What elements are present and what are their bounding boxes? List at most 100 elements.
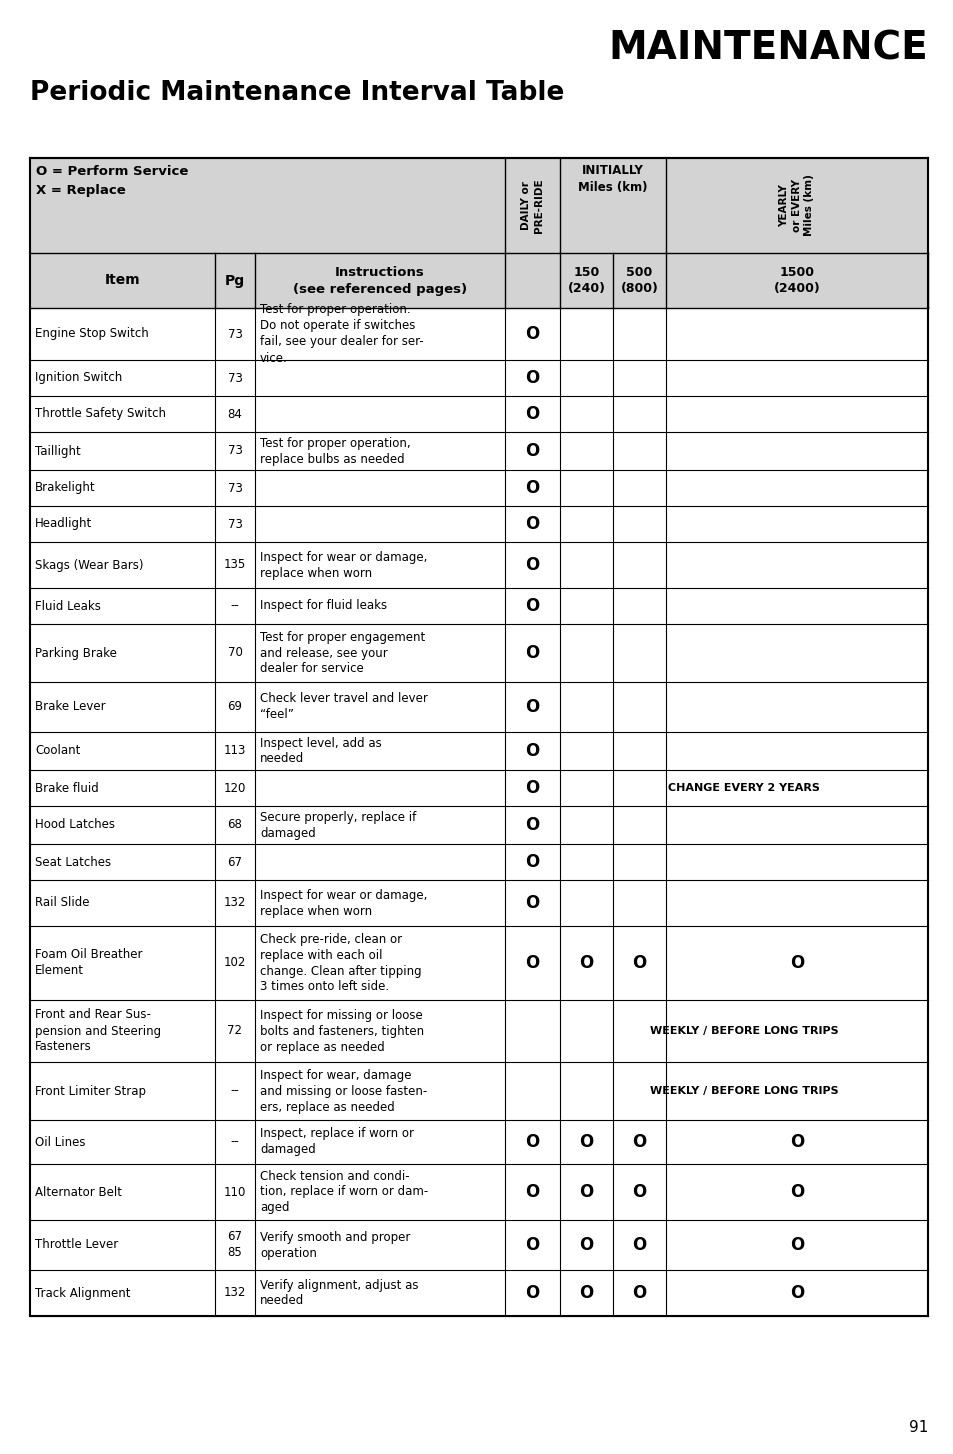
Text: 69: 69 (227, 701, 242, 714)
Text: 1500
(2400): 1500 (2400) (773, 266, 820, 295)
Text: 73: 73 (228, 327, 242, 340)
Text: Brakelight: Brakelight (35, 481, 95, 494)
Bar (30, 731, 927, 771)
Text: Fluid Leaks: Fluid Leaks (35, 599, 101, 612)
Text: Coolant: Coolant (35, 744, 80, 758)
Text: WEEKLY / BEFORE LONG TRIPS: WEEKLY / BEFORE LONG TRIPS (649, 1086, 838, 1096)
Text: O: O (525, 442, 539, 459)
Text: O: O (525, 1284, 539, 1301)
Text: 68: 68 (228, 819, 242, 832)
Text: Engine Stop Switch: Engine Stop Switch (35, 327, 149, 340)
Bar (30, 682, 927, 731)
Text: Foam Oil Breather
Element: Foam Oil Breather Element (35, 948, 142, 977)
Bar (30, 308, 927, 361)
Text: O: O (525, 853, 539, 871)
Text: YEARLY
or EVERY
Miles (km): YEARLY or EVERY Miles (km) (779, 174, 814, 237)
Text: Alternator Belt: Alternator Belt (35, 1185, 122, 1198)
Text: O: O (578, 1133, 593, 1152)
Text: O: O (632, 954, 646, 973)
Text: O: O (632, 1236, 646, 1253)
Text: Rail Slide: Rail Slide (35, 897, 90, 910)
Text: O: O (525, 954, 539, 973)
Bar (30, 432, 927, 470)
Text: 120: 120 (224, 781, 246, 794)
Text: Inspect for fluid leaks: Inspect for fluid leaks (260, 599, 387, 612)
Bar (30, 771, 927, 806)
Text: 91: 91 (907, 1421, 927, 1435)
Text: Track Alignment: Track Alignment (35, 1287, 131, 1300)
Text: 150
(240): 150 (240) (567, 266, 605, 295)
Bar (30, 158, 927, 253)
Bar (30, 542, 927, 587)
Bar (30, 1220, 927, 1269)
Text: O: O (578, 1184, 593, 1201)
Text: Inspect for wear, damage
and missing or loose fasten-
ers, replace as needed: Inspect for wear, damage and missing or … (260, 1069, 427, 1114)
Text: Front Limiter Strap: Front Limiter Strap (35, 1085, 146, 1098)
Text: INITIALLY
Miles (km): INITIALLY Miles (km) (578, 164, 647, 193)
Text: CHANGE EVERY 2 YEARS: CHANGE EVERY 2 YEARS (667, 784, 819, 792)
Text: 67: 67 (227, 855, 242, 868)
Text: 84: 84 (228, 407, 242, 420)
Text: O: O (525, 644, 539, 662)
Text: O: O (525, 698, 539, 715)
Text: Skags (Wear Bars): Skags (Wear Bars) (35, 558, 143, 571)
Text: O = Perform Service
X = Replace: O = Perform Service X = Replace (36, 164, 188, 196)
Text: O: O (525, 816, 539, 835)
Text: Oil Lines: Oil Lines (35, 1136, 86, 1149)
Text: Test for proper operation,
replace bulbs as needed: Test for proper operation, replace bulbs… (260, 436, 410, 465)
Text: 73: 73 (228, 518, 242, 531)
Text: Inspect for missing or loose
bolts and fasteners, tighten
or replace as needed: Inspect for missing or loose bolts and f… (260, 1009, 424, 1054)
Text: Check lever travel and lever
“feel”: Check lever travel and lever “feel” (260, 692, 428, 721)
Text: O: O (789, 954, 803, 973)
Text: Inspect for wear or damage,
replace when worn: Inspect for wear or damage, replace when… (260, 551, 427, 580)
Text: Headlight: Headlight (35, 518, 92, 531)
Text: O: O (525, 515, 539, 534)
Text: 135: 135 (224, 558, 246, 571)
Text: 102: 102 (224, 957, 246, 970)
Text: --: -- (231, 599, 239, 612)
Bar (30, 1061, 927, 1120)
Bar (30, 470, 927, 506)
Text: Inspect level, add as
needed: Inspect level, add as needed (260, 737, 381, 765)
Text: 132: 132 (224, 897, 246, 910)
Text: --: -- (231, 1085, 239, 1098)
Bar (30, 506, 927, 542)
Text: 72: 72 (227, 1025, 242, 1038)
Text: O: O (525, 742, 539, 760)
Text: 67
85: 67 85 (227, 1230, 242, 1259)
Text: Inspect, replace if worn or
damaged: Inspect, replace if worn or damaged (260, 1127, 414, 1156)
Text: Check pre-ride, clean or
replace with each oil
change. Clean after tipping
3 tim: Check pre-ride, clean or replace with ea… (260, 932, 421, 993)
Text: 500
(800): 500 (800) (619, 266, 658, 295)
Text: O: O (632, 1184, 646, 1201)
Text: Seat Latches: Seat Latches (35, 855, 111, 868)
Bar (30, 624, 927, 682)
Text: 70: 70 (228, 647, 242, 660)
Text: --: -- (231, 1136, 239, 1149)
Bar (30, 1269, 927, 1316)
Text: Brake Lever: Brake Lever (35, 701, 106, 714)
Text: Throttle Safety Switch: Throttle Safety Switch (35, 407, 166, 420)
Text: O: O (525, 478, 539, 497)
Bar (30, 880, 927, 926)
Text: O: O (525, 779, 539, 797)
Text: Inspect for wear or damage,
replace when worn: Inspect for wear or damage, replace when… (260, 888, 427, 917)
Text: Parking Brake: Parking Brake (35, 647, 117, 660)
Bar (30, 1120, 927, 1165)
Text: O: O (525, 1184, 539, 1201)
Text: O: O (525, 326, 539, 343)
Bar (30, 1000, 927, 1061)
Bar (30, 806, 927, 843)
Text: O: O (525, 894, 539, 912)
Text: O: O (578, 1284, 593, 1301)
Bar (30, 1165, 927, 1220)
Text: DAILY or
PRE-RIDE: DAILY or PRE-RIDE (520, 179, 543, 233)
Text: O: O (525, 369, 539, 387)
Bar (30, 926, 927, 1000)
Text: Periodic Maintenance Interval Table: Periodic Maintenance Interval Table (30, 80, 564, 106)
Text: Verify alignment, adjust as
needed: Verify alignment, adjust as needed (260, 1278, 418, 1307)
Text: Secure properly, replace if
damaged: Secure properly, replace if damaged (260, 810, 416, 839)
Text: O: O (525, 1236, 539, 1253)
Text: Instructions
(see referenced pages): Instructions (see referenced pages) (293, 266, 467, 295)
Text: O: O (789, 1284, 803, 1301)
Text: 73: 73 (228, 481, 242, 494)
